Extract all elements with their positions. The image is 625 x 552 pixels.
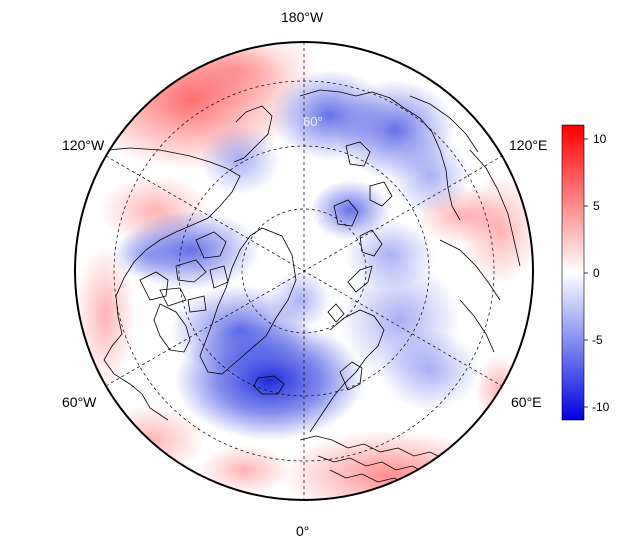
greenland-coastline — [199, 227, 297, 375]
latitude-labels: 60° 60° 70° 80° — [303, 60, 328, 227]
lon-label-180w: 180°W — [281, 9, 324, 25]
anomaly-field — [75, 42, 533, 500]
canadian-archipelago — [159, 231, 229, 313]
map-boundary — [74, 41, 534, 501]
graticule — [105, 42, 503, 500]
lon-label-120w: 120°W — [62, 137, 105, 153]
hudson-bay — [139, 271, 169, 301]
siberia-coastline — [299, 89, 461, 221]
colorbar-ticks — [584, 138, 588, 408]
colorbar-tick-10: 10 — [593, 132, 607, 146]
alaska-coastline — [233, 105, 273, 163]
lon-label-60e: 60°E — [511, 394, 542, 410]
lat-label-80: 80° — [304, 212, 324, 227]
north-america-coastline — [103, 147, 241, 421]
scandinavia-coastline — [309, 309, 385, 433]
lat-label-60: 60° — [308, 60, 328, 75]
lon-label-120e: 120°E — [509, 137, 548, 153]
colorbar-tick-neg10: -10 — [592, 400, 610, 414]
lat-label-70: 70° — [304, 164, 324, 179]
colorbar-tick-neg5: -5 — [592, 333, 603, 347]
lon-label-0: 0° — [296, 523, 310, 539]
coastlines — [103, 89, 521, 487]
colorbar — [561, 124, 588, 421]
lon-label-60w: 60°W — [62, 394, 97, 410]
europe-coastline — [299, 435, 461, 471]
colorbar-gradient — [562, 125, 584, 420]
europe-warm-anomaly — [280, 430, 500, 500]
colorbar-tick-0: 0 — [593, 266, 600, 280]
lat-label-60: 60° — [303, 114, 323, 129]
colorbar-tick-5: 5 — [593, 199, 600, 213]
meridian-120w-60e — [105, 155, 503, 387]
iceland-coastline — [253, 375, 285, 395]
